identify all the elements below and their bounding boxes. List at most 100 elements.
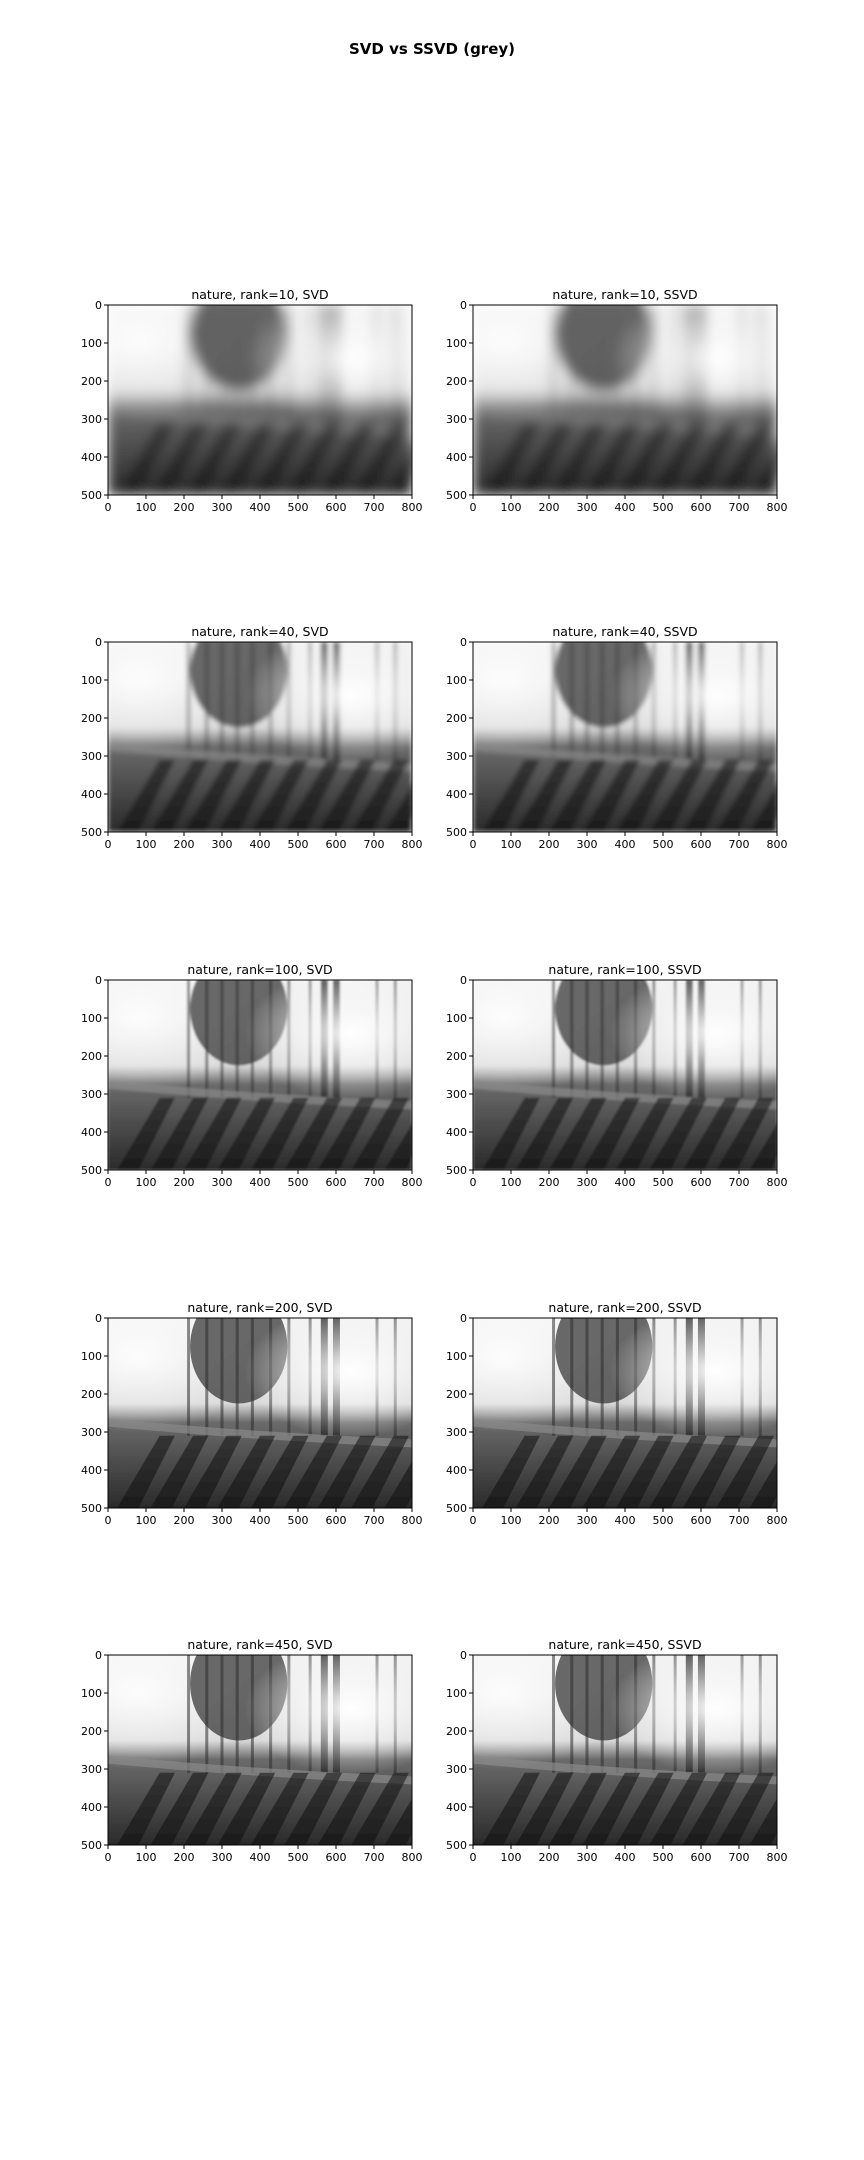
y-tick-label: 200 [81, 1050, 102, 1063]
panel-title: nature, rank=450, SVD [187, 1637, 332, 1652]
x-tick-label: 700 [364, 1851, 385, 1864]
panel-3: nature, rank=40, SVD 0 100 200 300 400 500 600 7… [81, 624, 423, 851]
panel-image [473, 305, 777, 495]
x-tick-label: 800 [767, 838, 788, 851]
x-tick-label: 500 [653, 838, 674, 851]
panel-image [108, 980, 412, 1170]
x-tick-label: 400 [250, 1851, 271, 1864]
y-tick-label: 200 [81, 1388, 102, 1401]
y-tick-label: 300 [81, 1763, 102, 1776]
x-tick-label: 0 [470, 1851, 477, 1864]
y-tick-label: 300 [446, 750, 467, 763]
y-tick-label: 500 [446, 489, 467, 502]
x-tick-label: 0 [470, 838, 477, 851]
x-tick-label: 800 [767, 1176, 788, 1189]
x-tick-label: 100 [501, 1514, 522, 1527]
y-tick-label: 0 [460, 974, 467, 987]
y-tick-label: 100 [81, 1687, 102, 1700]
panel-title: nature, rank=200, SVD [187, 1300, 332, 1315]
x-tick-label: 200 [539, 1176, 560, 1189]
y-tick-label: 300 [446, 1426, 467, 1439]
y-tick-label: 400 [81, 1126, 102, 1139]
y-tick-label: 400 [446, 451, 467, 464]
x-tick-label: 400 [250, 838, 271, 851]
x-tick-label: 600 [691, 501, 712, 514]
x-tick-label: 700 [729, 1176, 750, 1189]
x-tick-label: 200 [174, 501, 195, 514]
y-tick-label: 100 [446, 1687, 467, 1700]
y-tick-label: 400 [446, 1126, 467, 1139]
y-tick-label: 0 [95, 636, 102, 649]
x-tick-label: 700 [729, 501, 750, 514]
x-tick-label: 100 [501, 1176, 522, 1189]
panel-image [473, 1318, 777, 1508]
x-tick-label: 100 [136, 1851, 157, 1864]
panel-image [473, 642, 777, 832]
x-tick-label: 200 [539, 1514, 560, 1527]
x-tick-label: 100 [501, 838, 522, 851]
panel-7: nature, rank=200, SVD 0 100 200 300 400 500 600… [81, 1300, 423, 1527]
x-tick-label: 700 [729, 1851, 750, 1864]
x-tick-label: 100 [501, 1851, 522, 1864]
panel-title: nature, rank=40, SVD [191, 624, 328, 639]
y-tick-label: 300 [81, 750, 102, 763]
x-tick-label: 200 [174, 838, 195, 851]
x-tick-label: 300 [577, 1514, 598, 1527]
y-tick-label: 400 [81, 1464, 102, 1477]
y-tick-label: 200 [446, 1050, 467, 1063]
y-tick-label: 100 [446, 337, 467, 350]
x-tick-label: 700 [364, 1176, 385, 1189]
y-tick-label: 300 [446, 1763, 467, 1776]
x-tick-label: 600 [691, 1851, 712, 1864]
x-tick-label: 200 [539, 1851, 560, 1864]
y-tick-label: 100 [446, 674, 467, 687]
x-tick-label: 600 [326, 501, 347, 514]
panel-image [473, 1655, 777, 1845]
x-tick-label: 200 [174, 1851, 195, 1864]
x-tick-label: 300 [212, 501, 233, 514]
x-tick-label: 500 [653, 501, 674, 514]
y-tick-label: 500 [81, 826, 102, 839]
panel-4: nature, rank=40, SSVD 0 100 200 300 400 500 600… [446, 624, 788, 851]
x-tick-label: 500 [288, 501, 309, 514]
x-tick-label: 0 [105, 1176, 112, 1189]
figure-title: SVD vs SSVD (grey) [349, 40, 515, 58]
y-tick-label: 100 [81, 337, 102, 350]
y-tick-label: 500 [81, 489, 102, 502]
x-tick-label: 300 [212, 1176, 233, 1189]
x-tick-label: 100 [136, 1176, 157, 1189]
x-tick-label: 0 [470, 501, 477, 514]
y-tick-label: 200 [446, 375, 467, 388]
panel-10: nature, rank=450, SSVD 0 100 200 300 400 500 60… [446, 1637, 788, 1864]
y-tick-label: 500 [446, 1164, 467, 1177]
panel-title: nature, rank=10, SSVD [552, 287, 697, 302]
x-tick-label: 800 [402, 838, 423, 851]
panel-2: nature, rank=10, SSVD 0 100 200 300 400 500 600… [446, 287, 788, 514]
panel-title: nature, rank=450, SSVD [548, 1637, 701, 1652]
x-tick-label: 800 [767, 1514, 788, 1527]
y-tick-label: 200 [81, 1725, 102, 1738]
x-tick-label: 100 [136, 501, 157, 514]
x-tick-label: 200 [174, 1176, 195, 1189]
x-tick-label: 500 [288, 1851, 309, 1864]
y-tick-label: 200 [81, 712, 102, 725]
y-tick-label: 0 [460, 1649, 467, 1662]
panel-6: nature, rank=100, SSVD 0 100 200 300 400 500 60… [446, 962, 788, 1189]
x-tick-label: 400 [615, 1176, 636, 1189]
panel-1: nature, rank=10, SVD 0 100 200 300 400 500 600 7… [81, 287, 423, 514]
x-tick-label: 800 [767, 501, 788, 514]
x-tick-label: 0 [470, 1176, 477, 1189]
x-tick-label: 300 [577, 1176, 598, 1189]
x-tick-label: 500 [653, 1514, 674, 1527]
x-tick-label: 100 [136, 838, 157, 851]
y-tick-label: 0 [460, 636, 467, 649]
y-tick-label: 400 [446, 788, 467, 801]
y-tick-label: 0 [95, 974, 102, 987]
y-tick-label: 500 [446, 1839, 467, 1852]
y-tick-label: 400 [81, 451, 102, 464]
x-tick-label: 100 [501, 501, 522, 514]
y-tick-label: 200 [81, 375, 102, 388]
x-tick-label: 500 [288, 1514, 309, 1527]
x-tick-label: 200 [539, 501, 560, 514]
x-tick-label: 600 [326, 1851, 347, 1864]
